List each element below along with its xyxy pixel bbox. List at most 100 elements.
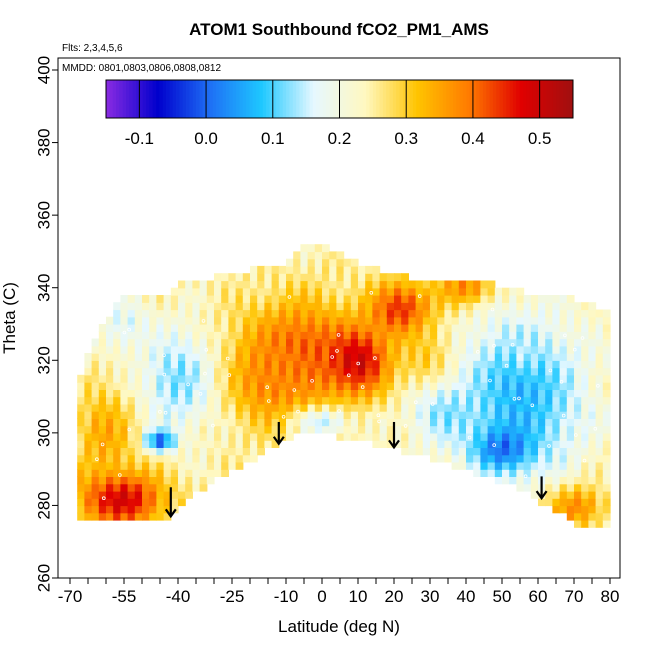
x-tick-label: -25 — [220, 587, 245, 606]
colorbar-segment — [192, 80, 197, 118]
colorbar-segment — [556, 80, 561, 118]
heatmap-cell — [451, 302, 460, 311]
heatmap-cell — [530, 396, 539, 405]
heatmap-cell — [106, 447, 114, 456]
heatmap-cell — [120, 461, 129, 470]
heatmap-cell — [566, 345, 575, 354]
heatmap-cell — [336, 302, 345, 311]
heatmap-cell — [343, 403, 352, 412]
heatmap-cell — [178, 367, 186, 376]
heatmap-cell — [149, 389, 157, 398]
heatmap-cell — [372, 367, 381, 376]
heatmap-cell — [278, 331, 287, 340]
heatmap-cell — [235, 432, 244, 441]
heatmap-cell — [552, 432, 561, 441]
heatmap-cell — [120, 389, 129, 398]
heatmap-cell — [242, 331, 251, 340]
heatmap-cell — [77, 454, 85, 463]
heatmap-cell — [127, 432, 136, 441]
heatmap-cell — [437, 345, 445, 354]
heatmap-cell — [134, 360, 143, 369]
heatmap-cell — [602, 454, 611, 463]
heatmap-cell — [329, 418, 337, 427]
heatmap-cell — [595, 425, 604, 434]
heatmap-cell — [559, 316, 568, 325]
heatmap-cell — [494, 324, 503, 332]
heatmap-cell — [199, 353, 208, 361]
heatmap-cell — [595, 490, 604, 499]
heatmap-cell — [329, 403, 337, 412]
heatmap-cell — [221, 461, 229, 470]
heatmap-cell — [574, 461, 582, 470]
heatmap-cell — [192, 411, 201, 419]
heatmap-cell — [163, 461, 172, 470]
heatmap-cell — [307, 345, 316, 354]
colorbar-segment — [549, 80, 554, 118]
heatmap-cell — [502, 396, 510, 405]
heatmap-cell — [314, 324, 323, 332]
heatmap-cell — [401, 316, 409, 325]
heatmap-cell — [350, 302, 359, 311]
heatmap-cell — [358, 345, 366, 354]
heatmap-cell — [156, 360, 165, 369]
heatmap-cell — [494, 309, 503, 318]
heatmap-cell — [545, 309, 553, 318]
heatmap-cell — [228, 360, 237, 369]
heatmap-cell — [163, 425, 172, 434]
heatmap-cell — [595, 353, 604, 361]
heatmap-cell — [530, 338, 539, 347]
heatmap-cell — [206, 396, 215, 405]
heatmap-cell — [458, 454, 467, 463]
heatmap-cell — [278, 287, 287, 296]
colorbar-segment — [422, 80, 427, 118]
heatmap-cell — [134, 345, 143, 354]
colorbar-segment — [322, 80, 327, 118]
heatmap-cell — [538, 302, 546, 311]
heatmap-cell — [466, 367, 474, 376]
heatmap-cell — [451, 440, 460, 448]
heatmap-cell — [322, 382, 330, 390]
heatmap-cell — [170, 403, 179, 412]
colorbar-segment — [436, 80, 440, 118]
sample-point — [561, 413, 566, 418]
heatmap-cell — [242, 425, 251, 434]
heatmap-cell — [566, 483, 575, 492]
heatmap-cell — [142, 461, 150, 470]
heatmap-cell — [329, 411, 337, 419]
heatmap-cell — [523, 374, 532, 383]
heatmap-cell — [163, 338, 172, 347]
heatmap-cell — [257, 432, 265, 441]
heatmap-cell — [581, 440, 589, 448]
heatmap-cell — [480, 454, 489, 463]
heatmap-cell — [286, 331, 294, 340]
heatmap-cell — [552, 324, 561, 332]
x-tick-label: -10 — [274, 587, 299, 606]
heatmap-cell — [473, 280, 481, 289]
heatmap-cell — [134, 353, 143, 361]
heatmap-cell — [271, 309, 280, 318]
heatmap-cell — [142, 345, 150, 354]
heatmap-cell — [408, 295, 417, 303]
heatmap-cell — [271, 273, 280, 282]
heatmap-cell — [192, 338, 201, 347]
heatmap-cell — [127, 476, 136, 485]
heatmap-cell — [149, 360, 157, 369]
heatmap-cell — [170, 469, 179, 477]
sample-point — [572, 347, 577, 352]
heatmap-cell — [235, 382, 244, 390]
colorbar-segment — [209, 80, 214, 118]
heatmap-cell — [120, 512, 129, 521]
heatmap-cell — [595, 403, 604, 412]
heatmap-cell — [559, 382, 568, 390]
colorbar-segment — [129, 80, 134, 118]
heatmap-cell — [538, 396, 546, 405]
heatmap-cell — [91, 374, 100, 383]
heatmap-cell — [516, 382, 525, 390]
heatmap-cell — [458, 287, 467, 296]
heatmap-cell — [250, 396, 258, 405]
heatmap-cell — [559, 461, 568, 470]
heatmap-cell — [566, 324, 575, 332]
heatmap-cell — [473, 302, 481, 311]
heatmap-cell — [156, 498, 165, 507]
heatmap-cell — [350, 258, 359, 267]
